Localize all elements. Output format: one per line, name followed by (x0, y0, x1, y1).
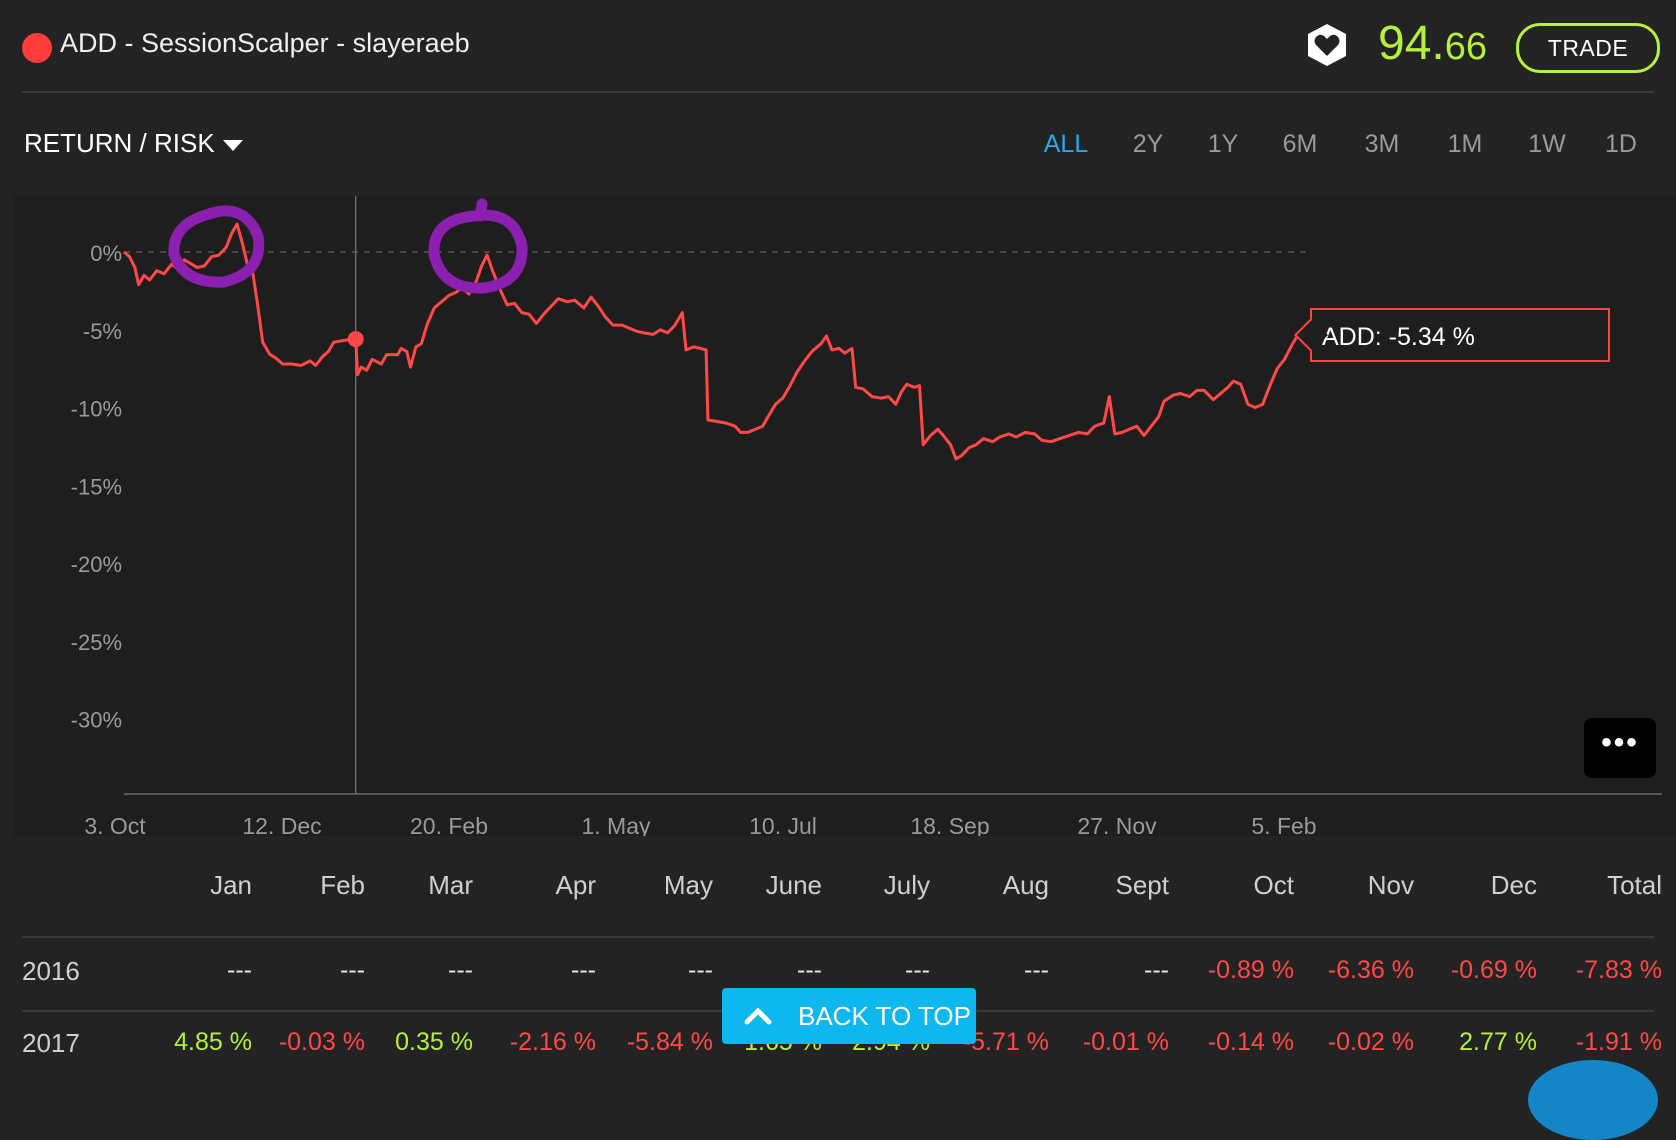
chart-tooltip: ADD: -5.34 % (1310, 308, 1610, 362)
table-cell: 2.77 % (1459, 1028, 1537, 1056)
range-tab-3m[interactable]: 3M (1364, 130, 1400, 158)
status-dot-icon (22, 33, 52, 63)
x-tick-label: 5. Feb (1251, 813, 1316, 836)
table-cell: -1.91 % (1575, 1028, 1662, 1056)
table-cell: -0.69 % (1450, 956, 1537, 984)
annotation-circle (428, 198, 528, 294)
y-tick-label: -10% (71, 397, 122, 422)
range-selector: ALL 2Y 1Y 6M 3M 1M 1W 1D (1024, 130, 1656, 159)
table-divider (22, 936, 1654, 938)
x-tick-label: 10. Jul (749, 813, 817, 836)
range-tab-1y[interactable]: 1Y (1207, 130, 1239, 158)
back-to-top-label: BACK TO TOP (798, 1001, 971, 1031)
table-cell: --- (1144, 956, 1169, 984)
table-cell: -0.14 % (1207, 1028, 1294, 1056)
table-cell: -0.89 % (1207, 956, 1294, 984)
range-tab-2y[interactable]: 2Y (1132, 130, 1164, 158)
month-header: Oct (1253, 870, 1294, 900)
y-tick-label: -15% (71, 474, 122, 499)
month-header: Aug (1002, 870, 1049, 900)
month-header: May (663, 870, 713, 900)
table-cell: --- (227, 956, 252, 984)
table-cell: 0.35 % (395, 1028, 473, 1056)
table-cell: --- (340, 956, 365, 984)
strategy-title: ADD - SessionScalper - slayeraeb (60, 28, 470, 58)
month-header: Mar (428, 870, 473, 900)
table-cell: -7.83 % (1575, 956, 1662, 984)
table-cell: -0.02 % (1327, 1028, 1414, 1056)
table-cell: --- (1024, 956, 1049, 984)
x-tick-label: 18. Sep (910, 813, 989, 836)
metric-dropdown[interactable]: RETURN / RISK (24, 128, 243, 159)
chart-toolbar: RETURN / RISK ALL 2Y 1Y 6M 3M 1M 1W 1D (0, 92, 1676, 192)
y-tick-label: -20% (71, 552, 122, 577)
floating-action-button[interactable] (1528, 1060, 1658, 1140)
month-header: Nov (1367, 870, 1414, 900)
x-tick-label: 12. Dec (242, 813, 321, 836)
back-to-top-button[interactable]: BACK TO TOP (722, 988, 976, 1044)
table-cell: -0.03 % (278, 1028, 365, 1056)
caret-down-icon (222, 139, 243, 151)
x-tick-label: 3. Oct (84, 813, 146, 836)
range-tab-1d[interactable]: 1D (1605, 130, 1637, 158)
heart-shield-icon[interactable] (1304, 22, 1350, 68)
metric-label: RETURN / RISK (24, 128, 215, 158)
annotation-circle (168, 205, 265, 288)
range-tab-1m[interactable]: 1M (1447, 130, 1483, 158)
x-tick-label: 20. Feb (410, 813, 488, 836)
y-tick-label: -30% (71, 708, 122, 733)
return-chart: 0% -5% -10% -15% -20% -25% -30% 3. Oct 12. Dec 20… (71, 196, 1662, 836)
y-tick-label: -5% (83, 319, 122, 344)
header-divider (22, 91, 1654, 93)
crosshair-marker (347, 331, 364, 348)
y-tick-label: 0% (90, 241, 122, 266)
header: ADD - SessionScalper - slayeraeb 94.66 T… (0, 0, 1676, 92)
month-header: Total (1607, 870, 1662, 900)
table-cell: --- (797, 956, 822, 984)
row-year-2017: 2017 (22, 1028, 80, 1058)
more-options-button[interactable]: ••• (1584, 718, 1656, 778)
table-cell: -0.01 % (1082, 1028, 1169, 1056)
y-tick-label: -25% (71, 630, 122, 655)
table-cell: --- (448, 956, 473, 984)
x-tick-label: 1. May (581, 813, 651, 836)
month-header: Jan (210, 870, 252, 900)
trade-button[interactable]: TRADE (1516, 23, 1660, 73)
table-cell: -5.71 % (962, 1028, 1049, 1056)
month-header: Apr (555, 870, 596, 900)
range-tab-1w[interactable]: 1W (1528, 130, 1566, 158)
x-tick-label: 27. Nov (1077, 813, 1157, 836)
table-cell: -2.16 % (509, 1028, 596, 1056)
table-cell: --- (688, 956, 713, 984)
row-year-2016: 2016 (22, 956, 80, 986)
month-header: June (765, 870, 822, 900)
series-line-add (123, 222, 1309, 461)
month-header: Feb (320, 870, 365, 900)
month-header: July (883, 870, 930, 900)
table-cell: --- (571, 956, 596, 984)
table-cell: --- (905, 956, 930, 984)
table-cell: -5.84 % (626, 1028, 713, 1056)
score-main: 94. (1378, 17, 1445, 70)
range-tab-6m[interactable]: 6M (1282, 130, 1318, 158)
chart-area[interactable]: 0% -5% -10% -15% -20% -25% -30% 3. Oct 12. Dec 20… (14, 196, 1676, 836)
range-tab-all[interactable]: ALL (1043, 130, 1089, 158)
score-value: 94.66 (1378, 16, 1487, 71)
month-header: Dec (1490, 870, 1537, 900)
month-header: Sept (1115, 870, 1170, 900)
table-cell: -6.36 % (1327, 956, 1414, 984)
score-decimal: 66 (1444, 26, 1488, 68)
chevron-up-icon (744, 1007, 772, 1025)
table-cell: 4.85 % (174, 1028, 252, 1056)
